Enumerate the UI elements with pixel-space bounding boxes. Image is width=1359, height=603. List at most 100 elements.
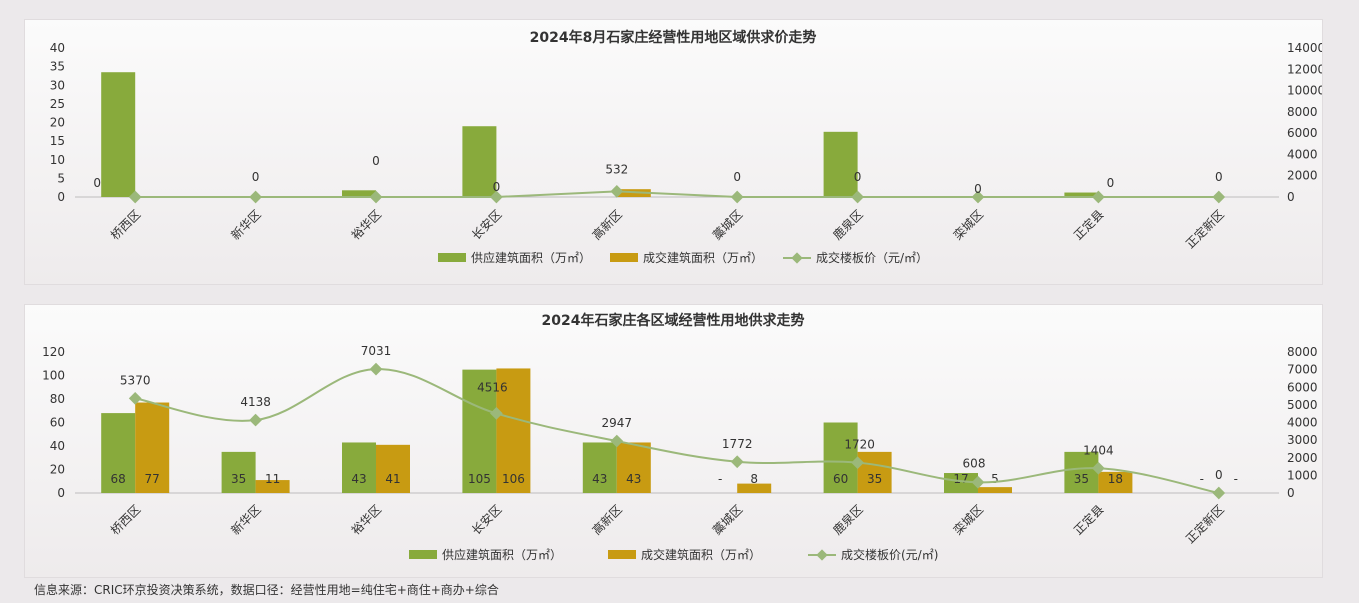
category-label: 栾城区 — [950, 502, 986, 538]
price-marker — [730, 455, 744, 469]
supply-bar — [823, 131, 858, 197]
price-marker — [730, 190, 744, 204]
category-label: 新华区 — [228, 502, 264, 538]
right-axis-tick-label: 14000 — [1287, 41, 1322, 55]
left-axis-tick-label: 20 — [50, 463, 65, 477]
supply-bar-label: - — [1200, 472, 1204, 486]
deal-bar-label: 41 — [385, 472, 400, 486]
category-label: 裕华区 — [348, 502, 384, 538]
category-label: 高新区 — [589, 502, 625, 538]
deal-bar-label: 77 — [145, 472, 160, 486]
right-axis-tick-label: 12000 — [1287, 62, 1322, 76]
right-axis-tick-label: 6000 — [1287, 126, 1318, 140]
left-axis-tick-label: 35 — [50, 60, 65, 74]
deal-bar-label: 35 — [867, 472, 882, 486]
right-axis-tick-label: 3000 — [1287, 433, 1318, 447]
right-axis-tick-label: 7000 — [1287, 363, 1318, 377]
legend-supply-label: 供应建筑面积（万㎡） — [442, 547, 562, 562]
left-axis-tick-label: 0 — [57, 486, 65, 500]
deal-bar — [1098, 471, 1133, 493]
price-label: 0 — [854, 170, 862, 184]
supply-bar — [1064, 192, 1099, 197]
price-label: 0 — [974, 182, 982, 196]
price-marker — [128, 190, 142, 204]
supply-bar-label: 105 — [468, 472, 491, 486]
category-label: 新华区 — [228, 207, 264, 243]
supply-bar — [221, 451, 256, 493]
price-label: 608 — [963, 456, 986, 470]
price-label: 4516 — [477, 380, 508, 394]
supply-bar — [342, 442, 376, 493]
left-axis-tick-label: 0 — [57, 190, 65, 204]
legend-deal-label: 成交建筑面积（万㎡） — [643, 250, 763, 265]
price-label: 532 — [605, 162, 628, 176]
category-label: 正定新区 — [1182, 207, 1227, 252]
deal-bar — [135, 402, 170, 493]
left-axis-tick-label: 100 — [42, 369, 65, 383]
legend-price-label: 成交楼板价(元/㎡) — [841, 547, 938, 562]
left-axis-tick-label: 20 — [50, 116, 65, 130]
price-label: 0 — [252, 170, 260, 184]
deal-bar-label: 106 — [502, 472, 525, 486]
right-axis-tick-label: 1000 — [1287, 468, 1318, 482]
legend-price-marker — [791, 252, 803, 264]
price-label: 7031 — [361, 344, 392, 358]
price-label: 1720 — [844, 438, 875, 452]
category-label: 裕华区 — [348, 207, 384, 243]
right-axis-tick-label: 6000 — [1287, 380, 1318, 394]
legend-price-label: 成交楼板价（元/㎡） — [816, 250, 928, 265]
price-marker — [249, 190, 262, 204]
right-axis-tick-label: 8000 — [1287, 345, 1318, 359]
price-label: 1404 — [1083, 443, 1114, 457]
price-marker — [249, 413, 262, 427]
category-label: 长安区 — [468, 502, 504, 538]
category-label: 长安区 — [468, 207, 504, 243]
price-label: 1772 — [722, 437, 753, 451]
left-axis-tick-label: 80 — [50, 392, 65, 406]
price-marker — [490, 190, 503, 204]
supply-bar-label: 17 — [953, 472, 968, 486]
deal-bar — [376, 444, 410, 493]
category-label: 正定县 — [1070, 207, 1106, 243]
category-label: 鹿泉区 — [830, 502, 866, 538]
price-label: 0 — [1107, 176, 1115, 190]
category-label: 桥西区 — [108, 502, 143, 537]
price-label: 5370 — [120, 373, 151, 387]
price-marker — [1212, 190, 1226, 204]
price-label: 4138 — [240, 395, 271, 409]
supply-bar — [823, 422, 858, 493]
chart-august: 2024年8月石家庄经营性用地区域供求价走势 0 5 10 15 20 25 30 35 40 0 2… — [50, 29, 1322, 265]
legend-supply-swatch — [438, 253, 466, 262]
source-note: 信息来源：CRIC环京投资决策系统，数据口径：经营性用地=纯住宅+商住+商办+综… — [34, 583, 499, 597]
deal-bar — [978, 487, 1012, 493]
price-label: 0 — [372, 154, 380, 168]
supply-bar-label: 68 — [111, 472, 126, 486]
left-axis-tick-label: 120 — [42, 345, 65, 359]
price-line — [135, 368, 1220, 494]
supply-bar-label: 60 — [833, 472, 848, 486]
left-axis-tick-label: 30 — [50, 78, 65, 92]
legend-price-marker — [816, 549, 828, 561]
deal-bar — [737, 483, 772, 493]
price-line — [135, 190, 1219, 198]
supply-bar-label: - — [718, 472, 722, 486]
category-label: 高新区 — [589, 207, 625, 243]
supply-bar — [462, 369, 497, 493]
category-label: 桥西区 — [108, 207, 143, 242]
supply-bar — [101, 72, 136, 197]
supply-bar — [101, 413, 136, 493]
legend-supply-swatch — [409, 550, 437, 559]
legend-deal-swatch — [610, 253, 638, 262]
price-label: 2947 — [602, 416, 633, 430]
right-axis-tick-label: 4000 — [1287, 147, 1318, 161]
left-axis-tick-label: 10 — [50, 153, 65, 167]
left-axis-tick-label: 40 — [50, 439, 65, 453]
category-label: 藁城区 — [710, 207, 745, 242]
right-axis-tick-label: 2000 — [1287, 451, 1318, 465]
price-label: 0 — [733, 170, 741, 184]
deal-bar-label: 11 — [265, 472, 280, 486]
deal-bar — [857, 451, 892, 493]
category-label: 栾城区 — [950, 207, 986, 243]
deal-bar — [255, 480, 290, 493]
left-axis-tick-label: 15 — [50, 134, 65, 148]
